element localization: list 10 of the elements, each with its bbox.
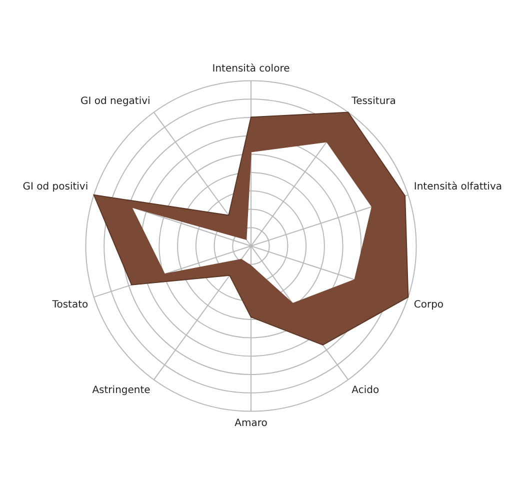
spoke-label: GI od positivi [22, 182, 88, 193]
spoke-label: Astringente [92, 385, 150, 396]
spoke-label: Corpo [414, 300, 444, 311]
spoke-label: Intensità colore [212, 63, 290, 74]
spoke-label: Tostato [51, 300, 88, 311]
spoke-label: Acido [352, 385, 380, 396]
spoke-label: Intensità olfattiva [414, 182, 502, 193]
spoke-label: Tessitura [350, 96, 396, 108]
spoke-label: GI od negativi [80, 96, 150, 108]
spoke-label: Amaro [234, 418, 268, 429]
